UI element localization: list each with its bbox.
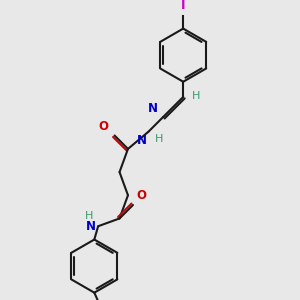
Text: H: H xyxy=(155,134,163,144)
Text: N: N xyxy=(136,134,146,147)
Text: O: O xyxy=(99,120,109,133)
Text: H: H xyxy=(192,91,200,101)
Text: N: N xyxy=(148,102,158,115)
Text: I: I xyxy=(181,0,185,13)
Text: O: O xyxy=(137,189,147,202)
Text: H: H xyxy=(84,212,93,221)
Text: N: N xyxy=(86,220,96,233)
